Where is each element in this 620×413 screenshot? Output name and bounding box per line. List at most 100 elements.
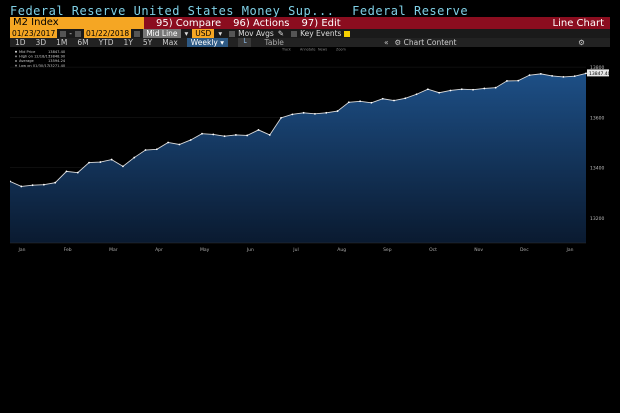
actions-menu[interactable]: 96) Actions	[233, 17, 290, 29]
data-point	[201, 132, 203, 135]
data-point	[234, 134, 237, 136]
key-events-toggle[interactable]: Key Events	[300, 29, 342, 38]
data-point	[551, 74, 554, 77]
data-point	[9, 180, 11, 183]
legend-marker	[15, 64, 17, 67]
calendar-icon[interactable]	[74, 30, 81, 37]
frequency-select[interactable]: Weekly ▾	[186, 38, 229, 47]
collapse-icon[interactable]: «	[383, 38, 389, 47]
edit-menu[interactable]: 97) Edit	[301, 17, 341, 29]
data-point	[381, 97, 384, 100]
legend-label: High on 12/18/17	[19, 55, 50, 59]
chart-content-label: Chart Content	[403, 38, 457, 47]
data-point	[31, 184, 34, 187]
price-series	[9, 72, 587, 243]
legend-label: Mid Price	[19, 50, 36, 54]
data-point	[144, 149, 147, 151]
data-point	[257, 129, 260, 131]
checkbox-icon[interactable]	[229, 30, 236, 37]
x-tick-label: Mar	[109, 247, 118, 253]
data-point	[76, 171, 79, 174]
data-point	[494, 86, 497, 89]
data-point	[189, 139, 192, 141]
data-point	[178, 143, 181, 146]
pencil-icon[interactable]: ✎	[277, 29, 285, 38]
gear-icon[interactable]: ⚙	[578, 38, 585, 47]
data-point	[404, 97, 407, 100]
x-tick-label: Jan	[18, 247, 26, 253]
x-tick-label: Aug	[337, 247, 346, 253]
data-point	[472, 88, 474, 91]
security-source: Federal Reserve	[352, 4, 469, 18]
legend-marker	[15, 60, 17, 62]
mov-avgs-toggle[interactable]: Mov Avgs	[238, 29, 274, 38]
range-6m[interactable]: 6M	[77, 38, 89, 47]
security-name: Federal Reserve United States Money Sup.…	[10, 4, 335, 18]
x-tick-label: May	[200, 247, 210, 253]
x-tick-label: Dec	[520, 247, 529, 253]
calendar-icon[interactable]	[134, 30, 141, 37]
legend-label: Low on 01/30/17	[19, 64, 49, 68]
y-tick-label: 13800	[590, 65, 604, 71]
legend-label: Average	[19, 59, 35, 63]
range-1y[interactable]: 1Y	[123, 38, 133, 47]
command-bar: M2 Index 95) Compare 96) Actions 97) Edi…	[10, 17, 610, 29]
last-price-label: 13847.40	[589, 71, 610, 77]
toolbar-item: Annotate	[300, 48, 316, 52]
chevron-down-icon[interactable]: ▾	[184, 29, 189, 38]
data-point	[122, 165, 124, 168]
view-type-label[interactable]: Line Chart	[552, 17, 605, 29]
data-point	[88, 161, 90, 164]
range-max[interactable]: Max	[162, 38, 178, 47]
legend-marker	[15, 50, 17, 53]
range-1d[interactable]: 1D	[15, 38, 26, 47]
data-point	[573, 75, 576, 78]
range-3d[interactable]: 3D	[35, 38, 47, 47]
end-date-input[interactable]: 01/22/2018	[83, 29, 132, 38]
index-field[interactable]: M2 Index	[10, 17, 144, 29]
data-point	[506, 80, 508, 82]
table-button[interactable]: Table	[264, 38, 284, 47]
line-type-select[interactable]: Mid Line	[143, 29, 181, 38]
area-fill	[10, 73, 586, 243]
checkbox-icon[interactable]	[291, 30, 298, 37]
info-icon[interactable]	[344, 30, 351, 37]
data-point	[517, 79, 520, 82]
data-point	[426, 88, 429, 91]
y-tick-label: 13600	[590, 115, 604, 121]
chevron-down-icon[interactable]: ▾	[218, 29, 223, 38]
start-date-input[interactable]: 01/23/2017	[10, 29, 58, 38]
range-1m[interactable]: 1M	[56, 38, 68, 47]
data-point	[393, 99, 395, 102]
data-point	[336, 110, 339, 112]
range-5y[interactable]: 5Y	[142, 38, 153, 47]
chart-content-button[interactable]: ⚙ Chart Content	[394, 38, 457, 47]
price-line	[9, 72, 587, 187]
data-point	[483, 87, 486, 90]
data-point	[65, 170, 68, 173]
price-chart[interactable]: Track Annotate News Zoom Mid Price 13847.40H…	[9, 40, 611, 255]
data-point	[291, 113, 294, 116]
data-point	[268, 134, 271, 136]
x-tick-label: Jul	[292, 247, 298, 253]
x-tick-label: Jun	[246, 247, 254, 253]
data-point	[110, 158, 113, 161]
data-point	[167, 141, 170, 144]
data-point	[370, 101, 373, 104]
compare-menu[interactable]: 95) Compare	[156, 17, 222, 29]
controls-bar: 01/23/2017 - 01/22/2018 Mid Line ▾ USD ▾…	[10, 29, 610, 38]
data-point	[359, 100, 362, 103]
data-point	[347, 101, 350, 104]
data-point	[539, 72, 542, 75]
y-axis: 132001340013600138001390013847.40	[587, 40, 611, 222]
chart-area[interactable]: Track Annotate News Zoom Mid Price 13847.40 H…	[9, 40, 611, 255]
date-separator: -	[69, 29, 72, 38]
data-point	[42, 183, 45, 186]
currency-select[interactable]: USD	[192, 29, 215, 38]
line-chart-button[interactable]: └	[238, 38, 251, 47]
calendar-icon[interactable]	[60, 30, 67, 37]
range-ytd[interactable]: YTD	[98, 38, 114, 47]
data-point	[562, 76, 565, 78]
window-title: Federal Reserve United States Money Sup.…	[10, 4, 478, 18]
y-tick-label: 13400	[590, 166, 604, 172]
